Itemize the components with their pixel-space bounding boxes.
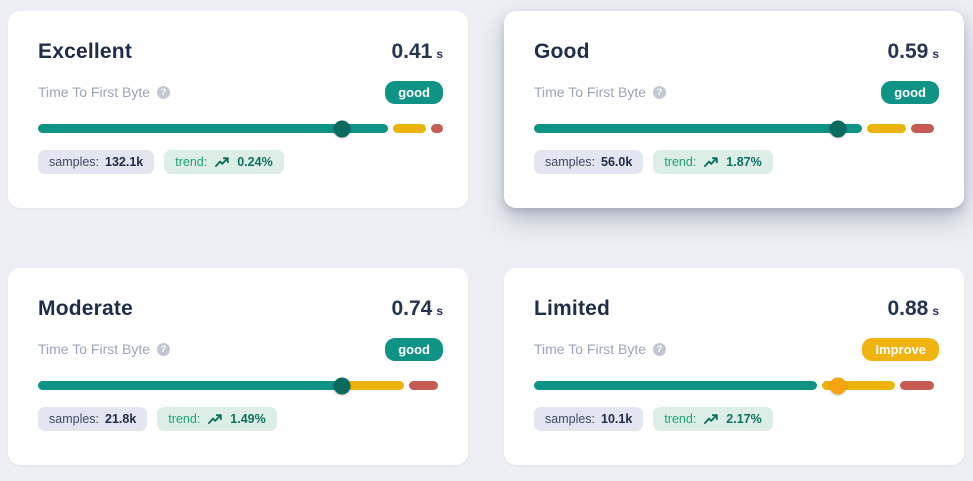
metric-unit: s	[932, 47, 939, 61]
metric-card[interactable]: Limited 0.88 s Time To First Byte ? Impr…	[504, 268, 964, 465]
samples-value: 10.1k	[601, 412, 633, 426]
bar-marker	[829, 377, 847, 394]
threshold-bar	[534, 377, 939, 394]
rating-title: Excellent	[38, 40, 133, 63]
trending-up-icon	[704, 413, 719, 425]
metric-unit: s	[932, 304, 939, 318]
trend-label: trend:	[168, 412, 201, 426]
help-icon[interactable]: ?	[157, 85, 171, 99]
help-icon[interactable]: ?	[653, 342, 667, 356]
trend-chip: trend: 1.49%	[157, 407, 277, 431]
samples-label: samples:	[49, 412, 100, 426]
threshold-bar	[534, 120, 939, 137]
metric-value: 0.41	[391, 40, 433, 63]
trend-value: 2.17%	[726, 412, 762, 426]
status-badge: Improve	[862, 337, 939, 361]
metric-value-group: 0.41 s	[391, 38, 443, 68]
bar-segment-yellow	[867, 124, 907, 133]
card-subheader: Time To First Byte ? good	[38, 337, 443, 361]
metric-unit: s	[436, 47, 443, 61]
metric-value-group: 0.88 s	[887, 295, 939, 325]
samples-label: samples:	[49, 155, 100, 169]
metric-value-group: 0.74 s	[391, 295, 443, 325]
metric-name-group: Time To First Byte ?	[38, 341, 171, 357]
trend-label: trend:	[664, 412, 697, 426]
bar-segment-yellow	[345, 381, 405, 390]
bar-segment-teal	[38, 124, 389, 133]
metric-name-group: Time To First Byte ?	[38, 84, 171, 100]
metric-card[interactable]: Moderate 0.74 s Time To First Byte ? goo…	[8, 268, 468, 465]
rating-title: Good	[534, 40, 590, 63]
trending-up-icon	[215, 156, 229, 168]
trend-value: 1.87%	[726, 155, 762, 169]
metric-card[interactable]: Excellent 0.41 s Time To First Byte ? go…	[8, 11, 468, 208]
status-badge: good	[881, 80, 939, 104]
metric-unit: s	[436, 304, 443, 318]
bar-segment-red	[899, 381, 934, 390]
status-badge: good	[385, 337, 443, 361]
bar-segment-teal	[38, 381, 341, 390]
samples-chip: samples: 21.8k	[38, 407, 148, 431]
trend-chip: trend: 1.87%	[653, 150, 773, 174]
metric-name-label: Time To First Byte	[38, 84, 151, 100]
trend-value: 0.24%	[237, 155, 273, 169]
metric-name-label: Time To First Byte	[534, 341, 647, 357]
trend-label: trend:	[664, 155, 697, 169]
samples-chip: samples: 56.0k	[534, 150, 644, 174]
samples-chip: samples: 10.1k	[534, 407, 644, 431]
samples-chip: samples: 132.1k	[38, 150, 155, 174]
card-footer: samples: 56.0k trend: 1.87%	[534, 150, 939, 174]
bar-segment-teal	[534, 381, 818, 390]
samples-label: samples:	[545, 412, 596, 426]
card-subheader: Time To First Byte ? good	[38, 80, 443, 104]
samples-value: 132.1k	[105, 155, 144, 169]
rating-title: Limited	[534, 297, 611, 320]
samples-value: 56.0k	[601, 155, 633, 169]
metric-name-label: Time To First Byte	[38, 341, 151, 357]
card-footer: samples: 132.1k trend: 0.24%	[38, 150, 443, 174]
card-subheader: Time To First Byte ? Improve	[534, 337, 939, 361]
bar-marker	[829, 120, 847, 137]
card-footer: samples: 21.8k trend: 1.49%	[38, 407, 443, 431]
threshold-bar	[38, 120, 443, 137]
bar-segment-red	[911, 124, 934, 133]
bar-marker	[333, 377, 351, 394]
trending-up-icon	[208, 413, 223, 425]
help-icon[interactable]: ?	[653, 85, 667, 99]
card-subheader: Time To First Byte ? good	[534, 80, 939, 104]
metric-card[interactable]: Good 0.59 s Time To First Byte ? good sa…	[504, 11, 964, 208]
card-footer: samples: 10.1k trend: 2.17%	[534, 407, 939, 431]
bar-segment-teal	[534, 124, 863, 133]
metric-name-group: Time To First Byte ?	[534, 341, 667, 357]
trend-chip: trend: 0.24%	[164, 150, 284, 174]
threshold-bar	[38, 377, 443, 394]
bar-marker	[333, 120, 351, 137]
status-badge: good	[385, 80, 443, 104]
bar-segment-red	[430, 124, 443, 133]
metric-value: 0.88	[887, 297, 929, 320]
metric-value: 0.74	[391, 297, 433, 320]
bar-segment-yellow	[822, 381, 895, 390]
samples-label: samples:	[545, 155, 596, 169]
card-header: Good 0.59 s	[534, 38, 939, 68]
metric-value-group: 0.59 s	[887, 38, 939, 68]
help-icon[interactable]: ?	[157, 342, 171, 356]
trend-value: 1.49%	[230, 412, 266, 426]
rating-title: Moderate	[38, 297, 133, 320]
bar-segment-yellow	[393, 124, 426, 133]
card-header: Limited 0.88 s	[534, 295, 939, 325]
trend-chip: trend: 2.17%	[653, 407, 773, 431]
trend-label: trend:	[175, 155, 208, 169]
trending-up-icon	[704, 156, 719, 168]
bar-segment-red	[409, 381, 439, 390]
card-header: Excellent 0.41 s	[38, 38, 443, 68]
card-header: Moderate 0.74 s	[38, 295, 443, 325]
metric-name-group: Time To First Byte ?	[534, 84, 667, 100]
metric-name-label: Time To First Byte	[534, 84, 647, 100]
metric-value: 0.59	[887, 40, 929, 63]
samples-value: 21.8k	[105, 412, 137, 426]
